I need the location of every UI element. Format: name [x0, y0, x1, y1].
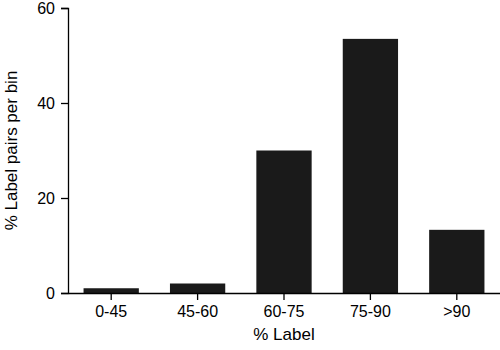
plot-area: 0 20 40 60 0-45 45-60 60-75 75-90 >90	[37, 0, 500, 320]
tick: 20	[37, 190, 68, 207]
tick-label: >90	[443, 303, 470, 320]
tick: >90	[443, 293, 470, 320]
tick: 60-75	[264, 293, 305, 320]
tick-mark	[456, 293, 457, 300]
tick-label: 20	[37, 190, 55, 207]
tick: 60	[37, 0, 68, 17]
tick-label: 40	[37, 95, 55, 112]
tick: 75-90	[350, 293, 391, 320]
tick: 0-45	[95, 293, 127, 320]
tick-label: 60-75	[264, 303, 305, 320]
x-axis-title: % Label	[253, 325, 314, 344]
y-axis: 0 20 40 60	[37, 0, 68, 302]
tick-mark	[197, 293, 198, 300]
bar	[84, 288, 139, 293]
tick-label: 0	[46, 285, 55, 302]
tick: 0	[46, 285, 68, 302]
tick-mark	[61, 293, 68, 294]
tick-mark	[111, 293, 112, 300]
y-axis-title: % Label pairs per bin	[2, 71, 21, 231]
tick: 40	[37, 95, 68, 112]
bar	[343, 39, 398, 293]
tick-label: 75-90	[350, 303, 391, 320]
bar	[170, 284, 225, 294]
tick-mark	[283, 293, 284, 300]
tick-mark	[61, 103, 68, 104]
tick-label: 60	[37, 0, 55, 17]
tick-mark	[61, 8, 68, 9]
chart-svg: 0 20 40 60 0-45 45-60 60-75 75-90 >90 % Label % La…	[0, 0, 500, 350]
tick-label: 0-45	[95, 303, 127, 320]
bar	[429, 230, 484, 293]
tick-mark	[61, 198, 68, 199]
tick-mark	[370, 293, 371, 300]
bar	[256, 151, 311, 294]
chart-container: 0 20 40 60 0-45 45-60 60-75 75-90 >90 % Label % La…	[0, 0, 500, 350]
bars	[84, 39, 485, 293]
x-axis: 0-45 45-60 60-75 75-90 >90	[69, 293, 500, 320]
tick-label: 45-60	[177, 303, 218, 320]
axis-line	[61, 9, 69, 294]
tick: 45-60	[177, 293, 218, 320]
